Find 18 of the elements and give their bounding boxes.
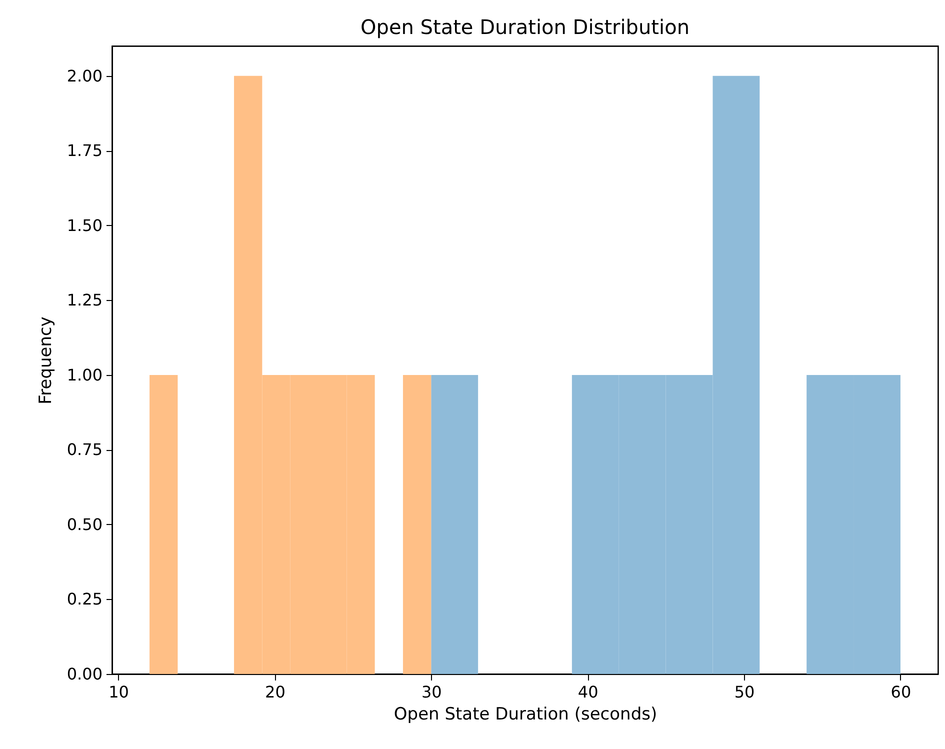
chart-title: Open State Duration Distribution: [360, 15, 690, 39]
x-tick-label: 30: [421, 682, 442, 702]
y-tick-label: 0.75: [66, 440, 102, 460]
y-tick-label: 0.25: [66, 590, 102, 609]
y-tick-label: 1.50: [66, 216, 102, 235]
x-tick-label: 10: [108, 682, 129, 702]
x-tick-label: 60: [890, 682, 912, 702]
y-tick-label: 0.50: [66, 514, 102, 534]
x-axis-title: Open State Duration (seconds): [394, 704, 658, 724]
x-tick-label: 40: [578, 682, 598, 702]
y-tick-label: 1.00: [66, 365, 102, 384]
y-tick-label: 1.25: [66, 290, 102, 310]
x-tick-label: 50: [734, 682, 755, 702]
y-axis-title: Frequency: [36, 316, 56, 404]
y-tick-label: 2.00: [66, 66, 102, 86]
x-tick-label: 20: [265, 682, 286, 702]
y-tick-label: 1.75: [66, 141, 102, 160]
y-tick-label: 0.00: [66, 664, 102, 684]
